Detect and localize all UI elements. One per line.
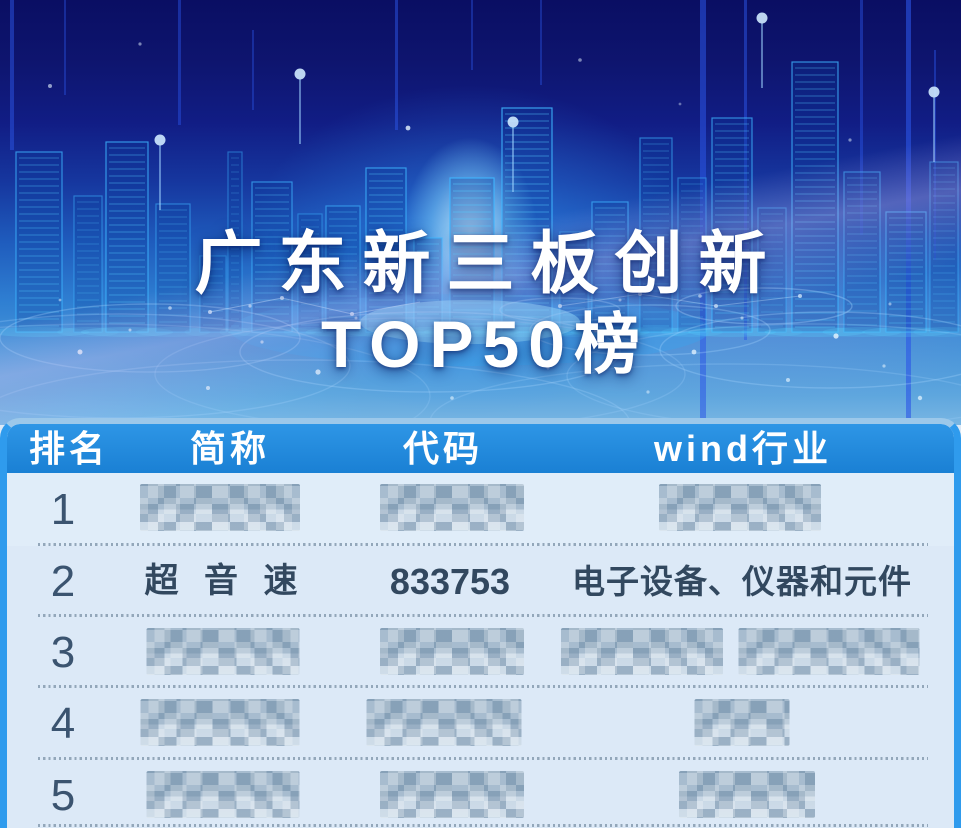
rank-value: 5 xyxy=(50,771,76,820)
table-row: 5 xyxy=(7,760,954,827)
table-header-row: 排名 简称 代码 wind行业 xyxy=(7,424,954,473)
table-row: 3 xyxy=(7,617,954,688)
col-header-name: 简称 xyxy=(189,428,271,469)
redacted-industry-cell xyxy=(738,628,920,675)
redacted-industry-cell xyxy=(694,699,790,746)
rank-value: 1 xyxy=(50,485,76,534)
redacted-code-cell xyxy=(380,771,524,818)
table-row: 1 xyxy=(7,473,954,546)
table-row: 4 xyxy=(7,688,954,760)
col-header-industry: wind行业 xyxy=(654,428,832,469)
ranking-table: 排名 简称 代码 wind行业 1 2 超 音 速 833753 电子设备、仪器… xyxy=(0,418,961,828)
table-row: 2 超 音 速 833753 电子设备、仪器和元件 xyxy=(7,546,954,617)
redacted-code-cell xyxy=(380,484,524,531)
row-divider xyxy=(38,824,928,827)
row-divider xyxy=(38,614,928,617)
row-divider xyxy=(38,757,928,760)
company-name: 超 音 速 xyxy=(144,562,306,600)
rank-value: 3 xyxy=(50,628,76,677)
poster-title-line2: TOP50榜 xyxy=(321,307,649,381)
redacted-industry-cell xyxy=(679,771,815,818)
redacted-name-cell xyxy=(146,771,300,818)
redacted-name-cell xyxy=(140,699,300,746)
poster-title: 广东新三板创新 TOP50榜 xyxy=(0,224,961,384)
hero-banner: 广东新三板创新 TOP50榜 xyxy=(0,0,961,425)
rank-value: 4 xyxy=(50,699,76,748)
poster-title-line1: 广东新三板创新 xyxy=(194,226,783,302)
redacted-industry-cell xyxy=(659,484,821,531)
redacted-name-cell xyxy=(146,628,300,675)
redacted-code-cell xyxy=(366,699,522,746)
rank-value: 2 xyxy=(50,557,76,606)
city-skyline-art xyxy=(0,0,961,425)
col-header-code: 代码 xyxy=(402,428,484,469)
stock-code: 833753 xyxy=(389,561,511,602)
industry-value: 电子设备、仪器和元件 xyxy=(572,563,912,600)
col-header-rank: 排名 xyxy=(28,428,110,469)
redacted-code-cell xyxy=(380,628,524,675)
redacted-name-cell xyxy=(140,484,300,531)
row-divider xyxy=(38,685,928,688)
row-divider xyxy=(38,543,928,546)
redacted-industry-cell xyxy=(561,628,723,675)
